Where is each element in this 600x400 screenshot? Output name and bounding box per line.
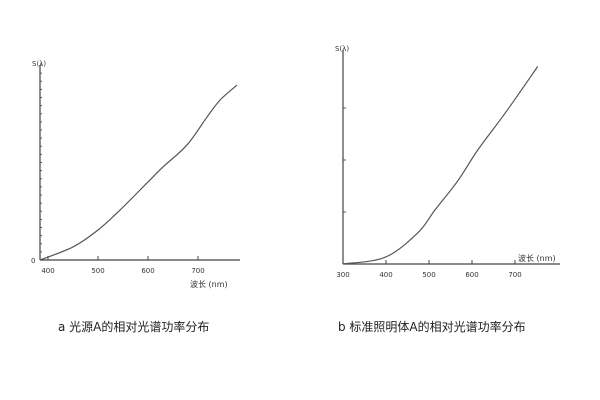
y-axis-label-1: S(λ) <box>335 45 349 53</box>
caption-b: b 标准照明体A的相对光谱功率分布 <box>338 320 526 334</box>
x-tick-label: 300 <box>336 271 349 279</box>
x-tick-label: 600 <box>465 271 478 279</box>
x-tick-label: 700 <box>508 271 521 279</box>
x-tick-label: 500 <box>91 267 104 275</box>
x-tick-label: 400 <box>41 267 54 275</box>
caption-a: a 光源A的相对光谱功率分布 <box>58 320 210 334</box>
x-tick-label: 700 <box>191 267 204 275</box>
y-zero-label: 0 <box>31 257 35 265</box>
series-line-0 <box>39 84 238 261</box>
x-tick-label: 500 <box>422 271 435 279</box>
x-tick-label: 400 <box>379 271 392 279</box>
y-axis-label-0: S(λ) <box>32 60 46 68</box>
series-line-1 <box>342 66 539 265</box>
x-tick-label: 600 <box>141 267 154 275</box>
x-axis-label-0: 波长 (nm) <box>190 279 228 289</box>
x-axis-label-1: 波长 (nm) <box>518 253 556 263</box>
